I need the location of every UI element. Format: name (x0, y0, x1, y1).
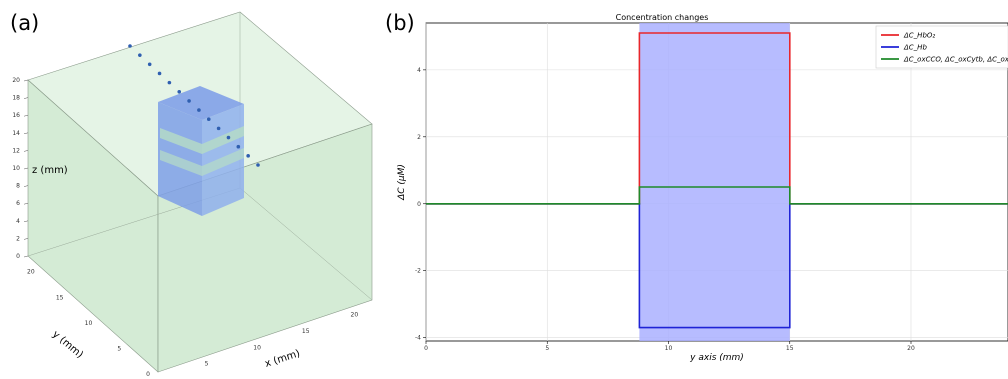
y-axis-ticks: -4 -2 0 2 4 (415, 67, 426, 342)
legend-label: ΔC_HbO₂ (903, 32, 935, 40)
x-axis-label: y axis (mm) (689, 353, 744, 363)
z-tick-mark (23, 114, 29, 117)
y-tick-label: 15 (56, 294, 64, 301)
panel-a: (a) 0 2 4 6 8 10 12 14 16 18 20 z (mm) 0 5 10 15 20 y … (10, 11, 373, 378)
y-tick-label: 4 (417, 67, 421, 74)
z-tick-label: 16 (12, 112, 20, 119)
z-tick-mark (23, 79, 29, 82)
probe-point (187, 99, 191, 103)
z-tick-label: 12 (12, 147, 20, 154)
x-tick-label: 5 (545, 345, 549, 352)
x-tick-label: 5 (205, 361, 209, 368)
probe-point (206, 117, 211, 122)
series-line-2 (426, 186, 1008, 205)
inclusion-block (158, 86, 244, 216)
x-tick-label: 20 (351, 312, 359, 319)
probe-point (128, 44, 132, 48)
shaded-region (639, 23, 790, 341)
probe-point (177, 89, 182, 94)
z-tick-label: 4 (16, 218, 20, 225)
panel-b-label: (b) (385, 11, 415, 35)
x-tick-label: 10 (665, 345, 673, 352)
z-tick-mark (23, 202, 29, 205)
x-tick-label: 0 (424, 345, 428, 352)
x-axis-ticks: 5 10 15 20 (205, 312, 359, 368)
z-tick-mark (23, 150, 29, 152)
probe-point (226, 135, 231, 140)
cube-hidden-edge (239, 187, 373, 301)
z-tick-mark (23, 238, 29, 240)
x-tick-label: 15 (302, 328, 310, 335)
legend-label: ΔC_Hb (903, 44, 927, 52)
y-tick-label: 20 (27, 269, 35, 276)
y-tick-label: 0 (146, 371, 150, 378)
y-axis-label: ΔC (μM) (397, 164, 407, 201)
probe-points (128, 44, 260, 167)
legend: ΔC_HbO₂ ΔC_Hb ΔC_oxCCO, ΔC_oxCytb, ΔC_oxCy… (875, 25, 1008, 69)
z-axis-label: z (mm) (32, 165, 68, 176)
x-tick-label: 15 (786, 345, 794, 352)
x-tick-label: 20 (907, 345, 915, 352)
z-tick-label: 20 (12, 77, 20, 84)
y-axis-ticks: 0 5 10 15 20 (27, 269, 150, 378)
y-tick-label: 5 (117, 345, 121, 352)
z-tick-label: 10 (12, 165, 20, 172)
y-tick-label: -2 (415, 268, 421, 275)
y-tick-label: 10 (85, 320, 93, 327)
probe-point (167, 80, 172, 85)
probe-point (236, 144, 241, 149)
z-tick-label: 14 (12, 130, 20, 137)
z-tick-mark (23, 97, 29, 99)
z-tick-mark (23, 132, 29, 135)
probe-point (147, 62, 152, 67)
series-lines (426, 32, 1008, 329)
probe-point (138, 53, 142, 57)
x-axis-ticks: 0 5 10 15 20 (424, 341, 915, 352)
z-tick-label: 8 (16, 183, 20, 190)
y-tick-label: -4 (415, 335, 421, 342)
z-tick-label: 0 (16, 253, 20, 260)
z-tick-mark (23, 220, 29, 223)
x-axis-label: x (mm) (264, 348, 302, 370)
z-tick-mark (23, 167, 29, 170)
probe-point (157, 71, 162, 76)
x-tick-label: 10 (253, 344, 261, 351)
legend-label: ΔC_oxCCO, ΔC_oxCytb, ΔC_oxCytc (903, 56, 1008, 64)
probe-point (216, 126, 221, 131)
probe-point (256, 163, 260, 167)
z-tick-label: 6 (16, 200, 20, 207)
y-tick-label: 0 (417, 201, 421, 208)
chart-title: Concentration changes (616, 13, 709, 22)
probe-point (197, 108, 201, 112)
panel-b: (b) Concentration changes 0 5 10 15 20 -4-20… (385, 11, 1008, 363)
panel-a-label: (a) (10, 11, 39, 35)
z-axis-ticks: 0 2 4 6 8 10 12 14 16 18 20 (12, 77, 29, 260)
y-tick-label: 2 (417, 134, 421, 141)
z-tick-mark (23, 185, 29, 187)
z-tick-mark (23, 255, 29, 258)
z-tick-label: 18 (12, 95, 20, 102)
z-tick-label: 2 (16, 235, 20, 242)
probe-point (246, 154, 250, 158)
y-axis-label: y (mm) (50, 329, 85, 361)
